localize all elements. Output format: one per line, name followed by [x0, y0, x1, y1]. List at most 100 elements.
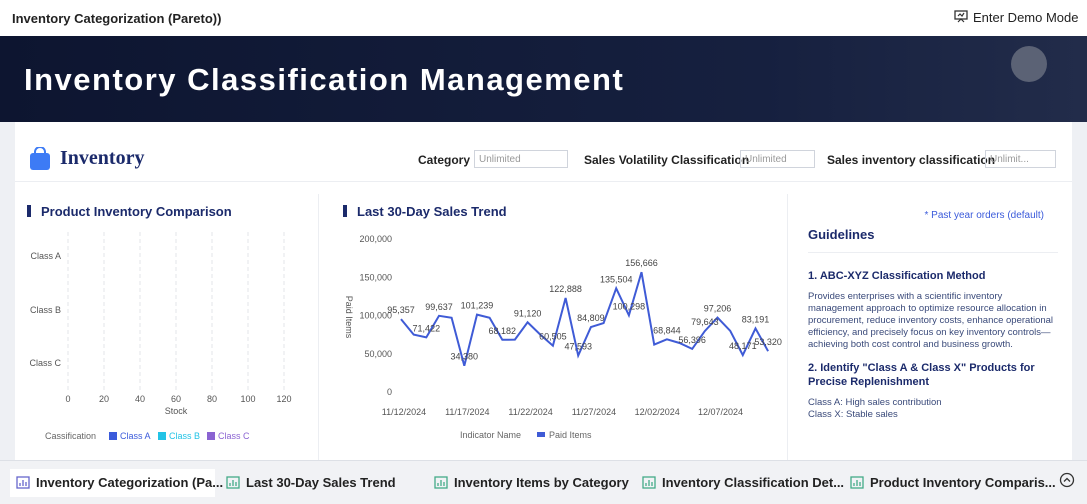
- bag-icon: [30, 147, 50, 170]
- divider: [15, 181, 1072, 182]
- data-label: 84,809: [577, 313, 605, 323]
- section-heading: 2. Identify "Class A & Class X" Products…: [808, 362, 1035, 388]
- x-tick-label: 0: [65, 394, 70, 404]
- toolbar-title: Inventory: [60, 147, 145, 169]
- tab-icon: [642, 476, 656, 489]
- filter-select[interactable]: Unlimited: [474, 150, 568, 168]
- x-tick-label: 12/02/2024: [635, 407, 680, 417]
- data-label: 101,239: [461, 301, 494, 311]
- data-label: 48,171: [729, 341, 757, 351]
- legend-label: Paid Items: [549, 430, 592, 440]
- y-tick-label: 0: [387, 387, 392, 397]
- tab-label: Inventory Categorization (Pa...: [36, 475, 224, 490]
- filter-select[interactable]: Unlimited: [740, 150, 815, 168]
- divider: [318, 194, 319, 460]
- data-label: 135,504: [600, 274, 633, 284]
- filter-label: Category: [418, 153, 471, 167]
- legend-swatch: [537, 432, 545, 437]
- x-tick-label: 11/17/2024: [445, 407, 489, 417]
- filter-label: Sales inventory classification: [827, 153, 996, 167]
- content-card: Inventory Category Unlimited Sales Volat…: [15, 122, 1072, 460]
- panel-title: Product Inventory Comparison: [41, 204, 232, 219]
- tab-bar: Inventory Categorization (Pa... Last 30-D…: [0, 460, 1087, 504]
- y-tick-label: Class A: [30, 251, 61, 261]
- filter-select[interactable]: Unlimit...: [985, 150, 1056, 168]
- data-label: 53,320: [754, 337, 782, 347]
- y-axis-label: Paid Items: [344, 296, 354, 339]
- data-label: 100,298: [613, 301, 646, 311]
- header: Inventory Categorization (Pareto)) Enter…: [0, 0, 1087, 36]
- data-label: 68,844: [653, 325, 681, 335]
- x-tick-label: 120: [276, 394, 291, 404]
- guidelines-title: Guidelines: [808, 227, 1058, 253]
- sales-line: [400, 271, 769, 366]
- tab[interactable]: Product Inventory Comparis...: [844, 469, 1056, 497]
- data-label: 99,637: [425, 302, 453, 312]
- x-tick-label: 11/27/2024: [572, 407, 616, 417]
- banner: Inventory Classification Management: [0, 36, 1087, 145]
- guidelines-sections: 1. ABC-XYZ Classification Method Provides…: [808, 269, 1058, 421]
- banner-title: Inventory Classification Management: [24, 62, 625, 97]
- x-tick-label: 60: [171, 394, 181, 404]
- section-text: Class X: Stable sales: [808, 409, 898, 420]
- filter-label: Sales Volatility Classification: [584, 153, 750, 167]
- x-tick-label: 11/12/2024: [382, 407, 426, 417]
- page-title: Inventory Categorization (Pareto)): [12, 11, 222, 26]
- legend-swatch: [207, 432, 215, 440]
- legend-label: Class B: [169, 431, 200, 441]
- data-label: 71,422: [413, 323, 441, 333]
- data-label: 95,357: [387, 305, 415, 315]
- tab[interactable]: Last 30-Day Sales Trend: [220, 469, 420, 497]
- data-label: 68,182: [489, 326, 517, 336]
- tab[interactable]: Inventory Categorization (Pa...: [10, 469, 223, 497]
- legend-swatch: [109, 432, 117, 440]
- tab-label: Product Inventory Comparis...: [870, 475, 1056, 490]
- legend-title: Indicator Name: [460, 430, 521, 440]
- section-text: Provides enterprises with a scientific i…: [808, 291, 1054, 350]
- tab-icon: [226, 476, 240, 489]
- tab-label: Inventory Items by Category: [454, 475, 629, 490]
- section-text: Class A: High sales contribution: [808, 397, 942, 408]
- grid-button[interactable]: [1011, 46, 1047, 82]
- x-tick-label: 12/07/2024: [698, 407, 743, 417]
- x-tick-label: 20: [99, 394, 109, 404]
- demo-icon: [954, 10, 968, 23]
- x-tick-label: 80: [207, 394, 217, 404]
- guidelines: * Past year orders (default) Guidelines …: [808, 210, 1058, 421]
- tab-icon: [850, 476, 864, 489]
- y-tick-label: Class B: [30, 305, 61, 315]
- tab-label: Last 30-Day Sales Trend: [246, 475, 396, 490]
- legend-swatch: [158, 432, 166, 440]
- tab-icon: [16, 476, 30, 489]
- inventory-chart: 0 20 40 60 80 100 120 Class A Class B Class C Stoc…: [29, 232, 292, 441]
- x-tick-label: 40: [135, 394, 145, 404]
- data-label: 156,666: [625, 258, 658, 268]
- demo-button[interactable]: Enter Demo Mode: [973, 10, 1079, 25]
- data-label: 56,396: [678, 335, 706, 345]
- divider: [787, 194, 788, 460]
- y-tick-label: 100,000: [359, 311, 392, 321]
- data-label: 91,120: [514, 308, 542, 318]
- section-heading: 1. ABC-XYZ Classification Method: [808, 270, 986, 282]
- collapse-button[interactable]: [1059, 472, 1075, 488]
- title-marker: [27, 205, 31, 217]
- title-marker: [343, 205, 347, 217]
- guidelines-note: * Past year orders (default): [924, 210, 1045, 221]
- data-label: 47,593: [564, 342, 592, 352]
- panel-title: Last 30-Day Sales Trend: [357, 204, 507, 219]
- data-label: 122,888: [549, 284, 582, 294]
- tab[interactable]: Inventory Items by Category: [428, 469, 629, 497]
- data-label: 79,643: [691, 317, 719, 327]
- y-tick-label: Class C: [29, 358, 61, 368]
- legend-label: Class C: [218, 431, 250, 441]
- tab-icon: [434, 476, 448, 489]
- legend-title: Cassification: [45, 431, 96, 441]
- x-axis-label: Stock: [165, 406, 188, 416]
- x-tick-label: 11/22/2024: [508, 407, 552, 417]
- y-tick-label: 50,000: [364, 349, 392, 359]
- data-label: 83,191: [742, 314, 770, 324]
- data-label: 60,505: [539, 332, 567, 342]
- data-label: 97,206: [704, 304, 732, 314]
- tab[interactable]: Inventory Classification Det...: [636, 469, 844, 497]
